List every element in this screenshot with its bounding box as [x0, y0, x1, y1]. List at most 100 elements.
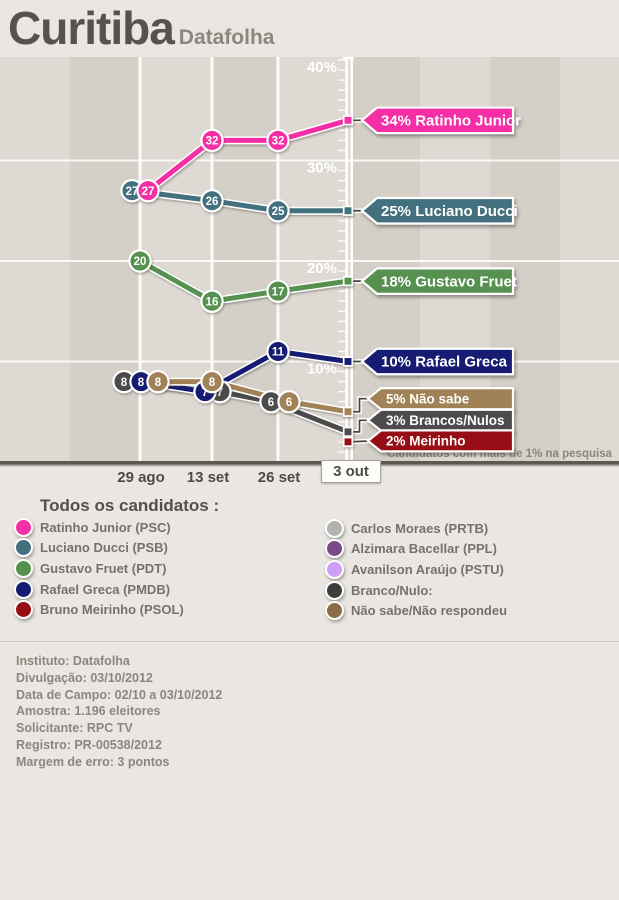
x-axis-line	[0, 461, 619, 465]
x-axis-line-shade	[0, 464, 619, 467]
svg-text:8: 8	[138, 377, 145, 389]
date-tab-29-ago[interactable]: 29 ago	[117, 469, 165, 486]
ruler-line	[350, 57, 353, 465]
ruler-tick	[338, 350, 346, 353]
legend-color-swatch	[14, 558, 33, 578]
svg-text:7: 7	[217, 387, 223, 399]
legend-item[interactable]: Gustavo Fruet (PDT)	[14, 558, 184, 579]
point-ratinho-junior-2: 32	[266, 128, 290, 153]
legend-item[interactable]: Bruno Meirinho (PSOL)	[14, 599, 184, 620]
final-point-ratinho-junior	[342, 115, 354, 126]
svg-text:32: 32	[206, 136, 219, 148]
svg-text:26: 26	[206, 196, 219, 208]
ruler-tick	[338, 179, 346, 182]
ruler-tick	[338, 260, 346, 262]
legend-column-left: Ratinho Junior (PSC) Luciano Ducci (PSB) G…	[14, 517, 184, 620]
ruler-tick	[338, 320, 346, 322]
y-tick-label: 40%	[307, 59, 337, 76]
ruler-tick	[338, 139, 346, 142]
legend-item[interactable]: Rafael Greca (PMDB)	[14, 579, 184, 600]
footer-info-line: Solicitante: RPC TV	[16, 721, 133, 736]
legend-column-right: Carlos Moraes (PRTB) Alzimara Bacellar (P…	[325, 518, 507, 621]
ruler-tick	[338, 401, 346, 403]
point-luciano-ducci-0: 27	[120, 178, 144, 203]
svg-text:11: 11	[272, 347, 285, 359]
ruler-tick	[338, 370, 346, 373]
svg-text:10% Rafael Greca: 10% Rafael Greca	[381, 354, 508, 371]
ruler-tick	[338, 190, 346, 192]
ruler-tick	[338, 391, 346, 393]
footer-info-line: Instituto: Datafolha	[16, 654, 130, 668]
footer-info-line: Data de Campo: 02/10 a 03/10/2012	[16, 687, 223, 702]
legend-item[interactable]: Alzimara Bacellar (PPL)	[325, 539, 507, 560]
legend-item-label: Alzimara Bacellar (PPL)	[351, 541, 497, 557]
legend-color-swatch	[14, 517, 33, 537]
svg-text:34% Ratinho Junior: 34% Ratinho Junior	[381, 113, 521, 130]
divider-line	[0, 641, 619, 643]
point-rafael-greca-2: 11	[266, 339, 290, 364]
svg-text:27: 27	[126, 186, 139, 198]
gridline-h	[0, 360, 619, 363]
survey-info: Instituto: Datafolha Divulgação: 03/10/20…	[16, 653, 222, 771]
selected-date-box[interactable]: 3 out	[321, 460, 381, 483]
flag-meirinho: 2% Meirinho	[366, 429, 515, 453]
legend-item-label: Gustavo Fruet (PDT)	[40, 560, 167, 576]
flag-nao-sabe: 5% Não sabe	[366, 387, 515, 411]
chart-stripe	[70, 57, 140, 461]
flag-gustavo-fruet: 18% Gustavo Fruet	[360, 267, 517, 295]
legend-item-label: Não sabe/Não respondeu	[351, 603, 508, 619]
y-tick-label: 20%	[307, 260, 337, 277]
ruler-tick	[338, 310, 346, 312]
flag-luciano-ducci: 25% Luciano Ducci	[360, 196, 518, 225]
ruler-cap	[342, 57, 354, 60]
legend-item[interactable]: Luciano Ducci (PSB)	[14, 538, 184, 559]
legend-item[interactable]: Carlos Moraes (PRTB)	[325, 518, 507, 539]
point-nao-sabe-0: 8	[146, 369, 170, 394]
final-point-nao-sabe	[342, 406, 354, 417]
point-nao-sabe-2: 6	[277, 390, 301, 414]
point-brancos-nulos-2: 6	[259, 390, 283, 414]
legend-item[interactable]: Não sabe/Não respondeu	[325, 600, 507, 621]
svg-text:2% Meirinho: 2% Meirinho	[386, 434, 466, 449]
date-tab-26-set[interactable]: 26 set	[257, 469, 301, 486]
ruler-tick	[338, 380, 346, 383]
gridline-v	[276, 57, 280, 461]
date-tab-3-out-selected[interactable]: 3 out	[321, 460, 381, 483]
svg-text:8: 8	[155, 377, 162, 389]
point-gustavo-fruet-2: 17	[266, 279, 290, 303]
point-gustavo-fruet-0: 20	[128, 249, 152, 273]
point-luciano-ducci-2: 25	[266, 199, 290, 223]
final-point-rafael-greca	[342, 356, 354, 367]
gridline-h	[0, 260, 619, 262]
legend-item-label: Rafael Greca (PMDB)	[40, 581, 171, 597]
svg-text:8: 8	[209, 377, 216, 389]
legend-item[interactable]: Branco/Nulo:	[325, 580, 507, 601]
date-tab-13-set[interactable]: 13 set	[186, 469, 230, 486]
legend-item[interactable]: Avanilson Araújo (PSTU)	[325, 559, 507, 580]
gridline-v	[210, 57, 214, 461]
legend-color-swatch	[325, 518, 344, 538]
svg-text:16: 16	[206, 296, 219, 308]
ruler-tick	[338, 270, 346, 272]
legend-item[interactable]: Ratinho Junior (PSC)	[14, 517, 184, 538]
ruler-tick	[338, 129, 346, 131]
legend-item-label: Bruno Meirinho (PSOL)	[40, 602, 184, 618]
ruler-tick	[338, 99, 346, 101]
ruler-tick	[338, 290, 346, 292]
footer-info-line: Amostra: 1.196 eleitores	[16, 704, 161, 719]
ruler-tick	[338, 451, 346, 453]
chart-stripe	[0, 57, 70, 461]
ruler-tick	[338, 109, 346, 111]
ruler-tick	[338, 159, 346, 162]
flag-brancos-nulos: 3% Brancos/Nulos	[366, 408, 515, 432]
ruler-tick	[338, 240, 346, 242]
footer-info-line: Divulgação: 03/10/2012	[16, 670, 153, 685]
y-tick-label: 10%	[307, 361, 337, 378]
y-tick-label: 30%	[307, 160, 337, 177]
legend-color-swatch	[325, 580, 344, 600]
flag-rafael-greca: 10% Rafael Greca	[360, 347, 515, 376]
page-title: Curitiba	[8, 2, 175, 54]
svg-text:8: 8	[121, 377, 128, 389]
legend-item-label: Ratinho Junior (PSC)	[40, 519, 171, 535]
